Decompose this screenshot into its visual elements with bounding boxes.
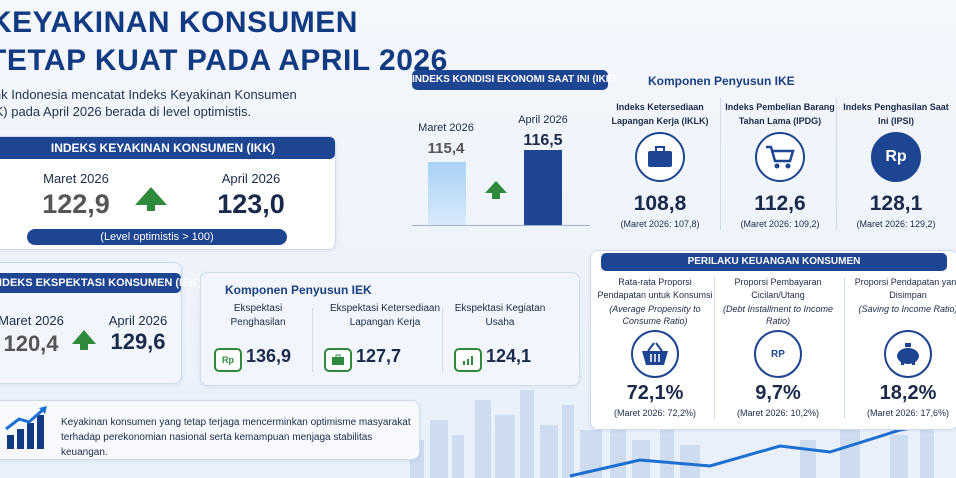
behavior-english: (Saving to Income Ratio) bbox=[858, 304, 956, 314]
behavior-icon: RP bbox=[754, 330, 802, 378]
component-icon bbox=[324, 348, 352, 372]
iek-header: INDEKS EKSPEKTASI KONSUMEN (IEK) bbox=[0, 273, 201, 293]
component-value: 136,9 bbox=[246, 346, 292, 366]
ike-bar-current bbox=[524, 150, 562, 225]
ikk-value: 122,9 bbox=[42, 189, 110, 219]
title-line: TETAP KUAT PADA APRIL 2026 bbox=[0, 44, 448, 77]
divider bbox=[312, 308, 313, 372]
iek-components: Komponen Penyusun IEK bbox=[200, 272, 580, 386]
section-title: Komponen Penyusun IKE bbox=[648, 74, 795, 88]
skyline bbox=[410, 390, 956, 478]
component-previous: (Maret 2026: 107,8) bbox=[620, 219, 700, 229]
ikk-label: April 2026 bbox=[221, 171, 281, 186]
footer-text: Keyakinan konsumen yang tetap terjaga me… bbox=[61, 417, 411, 458]
component-previous: (Maret 2026: 109,2) bbox=[740, 219, 820, 229]
growth-icon bbox=[5, 406, 47, 449]
behavior-label: Rata-rata Proporsi Pendapatan untuk Kons… bbox=[597, 277, 713, 300]
behavior-english: (Debt Installment to Income Ratio) bbox=[722, 304, 834, 326]
iek-label: April 2026 bbox=[108, 313, 168, 328]
ikk-value: 123,0 bbox=[217, 189, 285, 219]
divider bbox=[714, 278, 715, 418]
ike-value: 116,5 bbox=[523, 132, 563, 149]
up-arrow bbox=[485, 181, 507, 199]
ike-label: April 2026 bbox=[518, 114, 568, 126]
title-line: KEYAKINAN KONSUMEN bbox=[0, 6, 358, 39]
component-previous: (Maret 2026: 129,2) bbox=[856, 219, 936, 229]
ikk-note: (Level optimistis > 100) bbox=[27, 229, 287, 245]
component-icon: Rp bbox=[214, 348, 242, 372]
component-value: 127,7 bbox=[356, 346, 402, 366]
ike-label: Maret 2026 bbox=[418, 122, 474, 134]
behavior-value: 18,2% bbox=[879, 382, 937, 404]
ike-value: 115,4 bbox=[427, 140, 465, 157]
baseline bbox=[412, 225, 590, 226]
component-icon: Rp bbox=[871, 132, 921, 182]
section-title: Komponen Penyusun IEK bbox=[225, 283, 372, 297]
component-label: Indeks Ketersediaan Lapangan Kerja (IKLK… bbox=[611, 102, 709, 126]
subtitle: Bank Indonesia mencatat Indeks Keyakinan… bbox=[0, 87, 297, 119]
divider bbox=[844, 278, 845, 418]
ike-bar-previous bbox=[428, 162, 466, 225]
component-value: 124,1 bbox=[486, 346, 532, 366]
iek-value: 129,6 bbox=[110, 329, 166, 354]
behavior-value: 72,1% bbox=[626, 382, 684, 404]
component-value: 112,6 bbox=[754, 192, 806, 215]
divider bbox=[836, 98, 837, 230]
component-value: 108,8 bbox=[633, 192, 687, 215]
behavior-english: (Average Propensity to Consume Ratio) bbox=[609, 304, 701, 326]
up-arrow bbox=[135, 187, 167, 211]
component-label: Ekspektasi Ketersediaan Lapangan Kerja bbox=[329, 303, 441, 328]
iek-value: 120,4 bbox=[3, 331, 59, 356]
perilaku-header: PERILAKU KEUANGAN KONSUMEN bbox=[601, 253, 947, 271]
behavior-previous: (Maret 2026: 72,2%) bbox=[613, 408, 697, 418]
iek-label: Maret 2026 bbox=[0, 313, 64, 328]
footer-box: Keyakinan konsumen yang tetap terjaga me… bbox=[0, 400, 420, 460]
component-icon bbox=[755, 132, 805, 182]
component-label: Ekspektasi Penghasilan bbox=[230, 303, 286, 328]
ike-header: INDEKS KONDISI EKONOMI SAAT INI (IKE) bbox=[412, 70, 616, 90]
component-icon bbox=[635, 132, 685, 182]
iek-panel: INDEKS EKSPEKTASI KONSUMEN (IEK) Maret 2… bbox=[0, 262, 201, 384]
behavior-previous: (Maret 2026: 17,6%) bbox=[866, 408, 950, 418]
behavior-label: Proporsi Pembayaran Cicilan/Utang bbox=[734, 277, 822, 300]
behavior-previous: (Maret 2026: 10,2%) bbox=[736, 408, 820, 418]
component-label: Indeks Pembelian Barang Tahan Lama (IPDG… bbox=[725, 102, 835, 126]
component-label: Indeks Penghasilan Saat Ini (IPSI) bbox=[843, 102, 949, 126]
component-value: 128,1 bbox=[869, 192, 923, 215]
ikk-label: Maret 2026 bbox=[43, 171, 109, 186]
ikk-header: INDEKS KEYAKINAN KONSUMEN (IKK) bbox=[0, 137, 335, 159]
behavior-label: Proporsi Pendapatan yang Disimpan bbox=[854, 277, 956, 300]
divider bbox=[720, 98, 721, 230]
ikk-panel: INDEKS KEYAKINAN KONSUMEN (IKK) Maret 20… bbox=[0, 136, 336, 250]
behavior-icon bbox=[631, 330, 679, 378]
up-arrow bbox=[72, 330, 96, 350]
component-icon bbox=[454, 348, 482, 372]
behavior-value: 9,7% bbox=[755, 382, 801, 404]
component-label: Ekspektasi Kegiatan Usaha bbox=[454, 303, 546, 328]
divider bbox=[442, 308, 443, 372]
behavior-icon bbox=[884, 330, 932, 378]
